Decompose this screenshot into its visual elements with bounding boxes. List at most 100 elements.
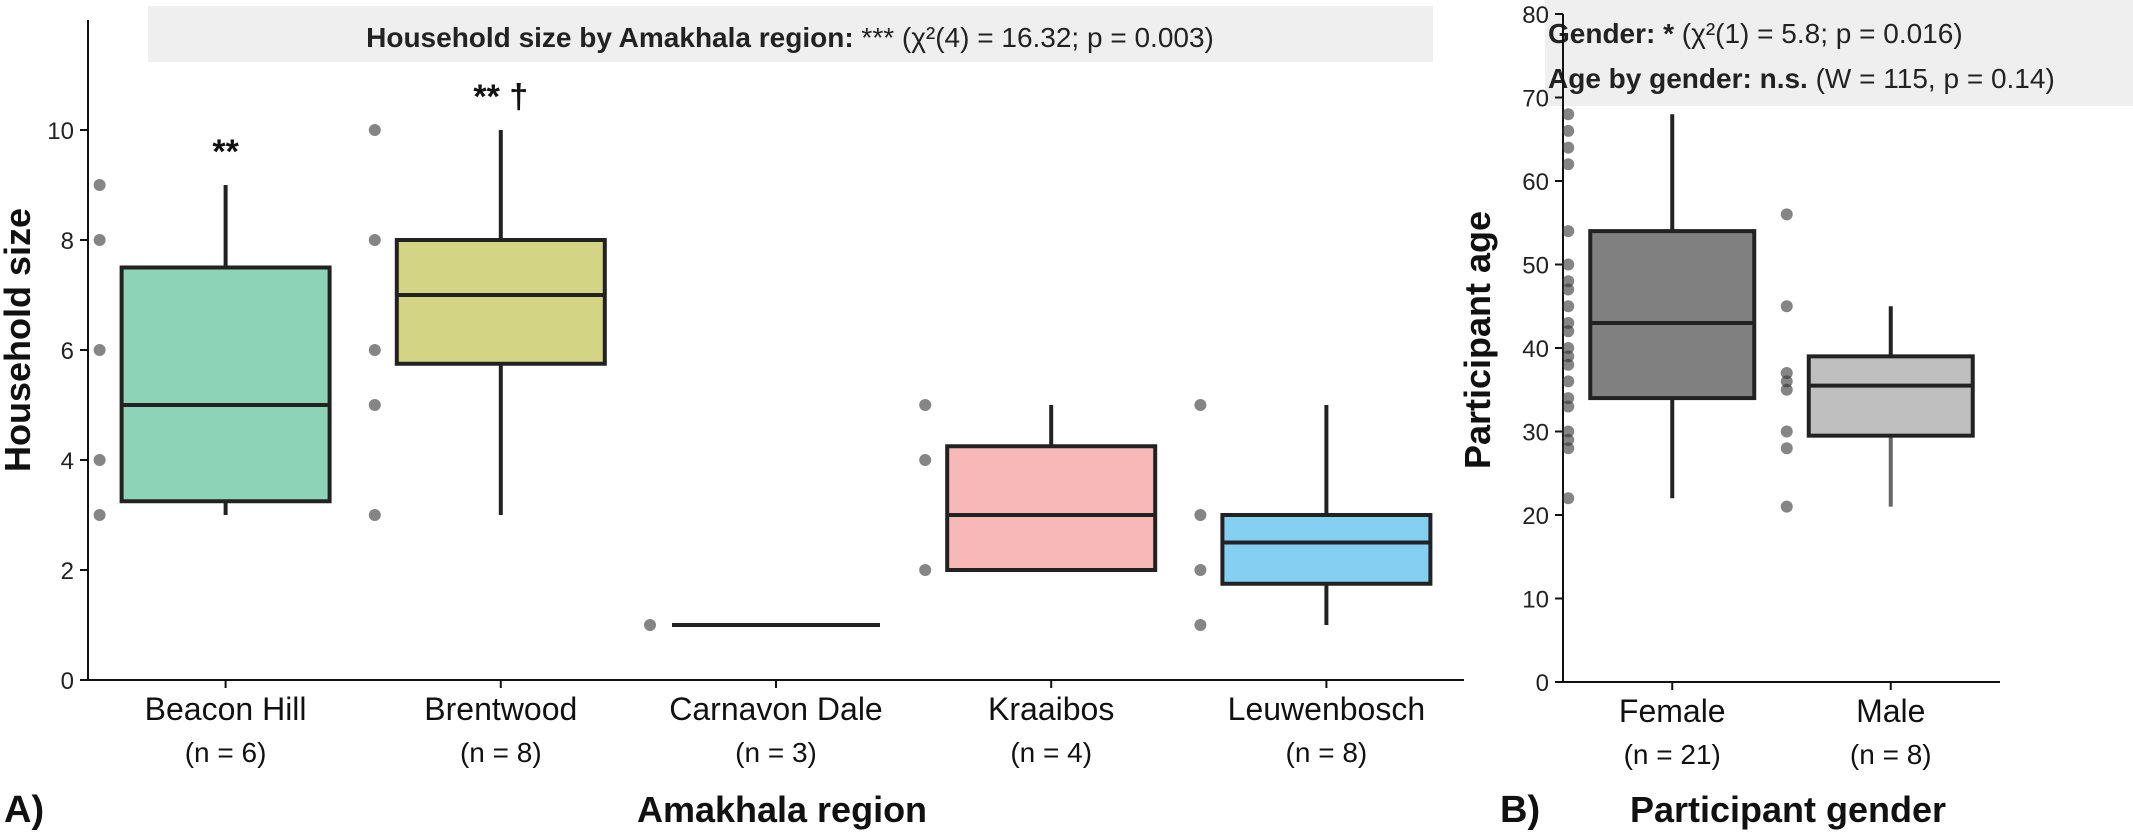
panel-a-n-label: (n = 3) <box>735 737 817 768</box>
panel-b-y-tick-label: 50 <box>1522 253 1549 280</box>
panel-b-data-point <box>1562 283 1575 296</box>
panel-b-data-point <box>1780 442 1793 455</box>
panel-b-y-tick-label: 80 <box>1522 2 1549 29</box>
panel-a-data-point <box>644 619 656 631</box>
panel-a-title-banner <box>148 6 1433 62</box>
panel-a-data-point <box>1194 619 1207 631</box>
panel-a-n-label: (n = 8) <box>460 737 542 768</box>
panel-a-n-label: (n = 4) <box>1010 737 1092 768</box>
panel-b-y-tick-label: 60 <box>1522 169 1549 196</box>
panel-b-title-line2: Age by gender: n.s. (W = 115, p = 0.14) <box>1548 63 2055 94</box>
panel-b-y-tick-label: 10 <box>1522 587 1549 614</box>
panel-a-y-tick-label: 8 <box>61 228 74 255</box>
panel-b-category-label: Female <box>1619 693 1726 729</box>
panel-b-title-line2-rest: (W = 115, p = 0.14) <box>1808 63 2055 94</box>
panel-b-data-point <box>1562 158 1575 171</box>
panel-a-category-label: Leuwenbosch <box>1228 691 1425 727</box>
panel-b-data-point <box>1562 400 1575 413</box>
panel-b-data-point <box>1780 500 1793 513</box>
panel-b-data-point <box>1562 258 1575 271</box>
panel-a-data-point <box>1194 509 1207 521</box>
panel-a-data-point <box>919 564 932 576</box>
panel-a-category-label: Brentwood <box>424 691 577 727</box>
panel-b-plot: 0 10 20 30 40 50 60 70 80 Female (n = 21) Male (n = … <box>1522 2 2000 770</box>
panel-a-y-tick-label: 10 <box>47 118 74 145</box>
panel-a-n-label: (n = 8) <box>1286 737 1368 768</box>
panel-b-title-line1-bold: Gender: * <box>1548 18 1674 49</box>
panel-a-data-point <box>368 399 381 411</box>
panel-a-y-tick-label: 0 <box>61 668 74 695</box>
panel-a-significance-label: ** † <box>473 78 528 116</box>
panel-a-title-rest: *** (χ²(4) = 16.32; p = 0.003) <box>854 22 1214 53</box>
panel-b-y-tick-label: 40 <box>1522 336 1549 363</box>
panel-a-box <box>394 238 607 366</box>
panel-b-data-point <box>1562 225 1575 238</box>
panel-a-box <box>945 444 1158 572</box>
panel-b-data-point <box>1562 375 1575 388</box>
panel-a-significance-label: ** <box>212 133 239 171</box>
panel-a-category-label: Kraaibos <box>988 691 1114 727</box>
panel-b-y-tick-label: 0 <box>1536 670 1549 697</box>
panel-a-data-point <box>368 509 381 521</box>
panel-b-data-point <box>1562 342 1575 354</box>
panel-b-box <box>1588 229 1757 401</box>
panel-b-n-label: (n = 8) <box>1850 739 1932 770</box>
panel-b-data-point <box>1562 358 1575 371</box>
panel-a-data-point <box>919 399 932 411</box>
panel-b-data-point <box>1562 392 1575 405</box>
panel-a-data-point <box>1194 399 1207 411</box>
panel-a-y-tick-label: 6 <box>61 338 74 365</box>
panel-b-data-point <box>1562 442 1575 455</box>
panel-b-category-label: Male <box>1856 693 1925 729</box>
panel-b-data-point <box>1562 492 1575 505</box>
panel-b-data-point <box>1780 375 1793 388</box>
panel-a-data-point <box>368 344 381 356</box>
panel-b-y-tick-label: 20 <box>1522 503 1549 530</box>
panel-b-data-point <box>1562 350 1575 363</box>
panel-a-y-axis-title: Household size <box>0 208 38 472</box>
panel-a-data-point <box>93 179 106 191</box>
panel-a-data-point <box>93 234 106 246</box>
panel-a-data-point <box>93 509 106 521</box>
panel-b-data-point <box>1780 383 1793 396</box>
panel-b-box <box>1806 354 1975 438</box>
panel-a-data-point <box>1194 564 1207 576</box>
panel-a-label: A) <box>4 789 44 831</box>
panel-b-y-tick-label: 70 <box>1522 86 1549 113</box>
panel-a-data-point <box>93 344 106 356</box>
panel-b-data-point <box>1562 325 1575 338</box>
panel-b-data-point <box>1562 425 1575 438</box>
panel-b-title-line1-rest: (χ²(1) = 5.8; p = 0.016) <box>1674 18 1963 49</box>
panel-a-title: Household size by Amakhala region: *** (… <box>366 22 1214 53</box>
panel-b-data-point <box>1780 300 1793 313</box>
panel-b-data-point <box>1780 425 1793 438</box>
panel-b-data-point <box>1562 275 1575 288</box>
panel-b-data-point <box>1780 367 1793 380</box>
panel-b-y-axis-title: Participant age <box>1457 211 1498 469</box>
panel-a-data-point <box>919 454 932 466</box>
panel-a-plot: 0 2 4 6 8 10 Beacon Hill (n = 6) ** Brentwood (n =… <box>47 20 1464 768</box>
panel-b-data-point <box>1562 124 1575 137</box>
panel-b-title-line1: Gender: * (χ²(1) = 5.8; p = 0.016) <box>1548 18 1963 49</box>
panel-b-x-axis-title: Participant gender <box>1630 789 1946 830</box>
panel-a-box <box>119 265 332 504</box>
panel-b-title-banner <box>1545 0 2133 106</box>
panel-b-data-point <box>1780 208 1793 221</box>
panel-a-data-point <box>93 454 106 466</box>
panel-a-n-label: (n = 6) <box>185 737 267 768</box>
panel-a-box <box>1220 513 1433 586</box>
panel-b-y-tick-label: 30 <box>1522 420 1549 447</box>
panel-a-category-label: Beacon Hill <box>145 691 307 727</box>
panel-b-data-point <box>1562 300 1575 313</box>
panel-b-title-line2-bold: Age by gender: n.s. <box>1548 63 1808 94</box>
panel-b-data-point <box>1562 141 1575 154</box>
panel-b-data-point <box>1562 108 1575 121</box>
panel-b-data-point <box>1562 316 1575 329</box>
panel-b-n-label: (n = 21) <box>1624 739 1721 770</box>
panel-a-category-label: Carnavon Dale <box>669 691 882 727</box>
panel-b-data-point <box>1562 433 1575 446</box>
panel-a-data-point <box>368 234 381 246</box>
panel-a-data-point <box>368 124 381 136</box>
panel-a-y-tick-label: 2 <box>61 558 74 585</box>
